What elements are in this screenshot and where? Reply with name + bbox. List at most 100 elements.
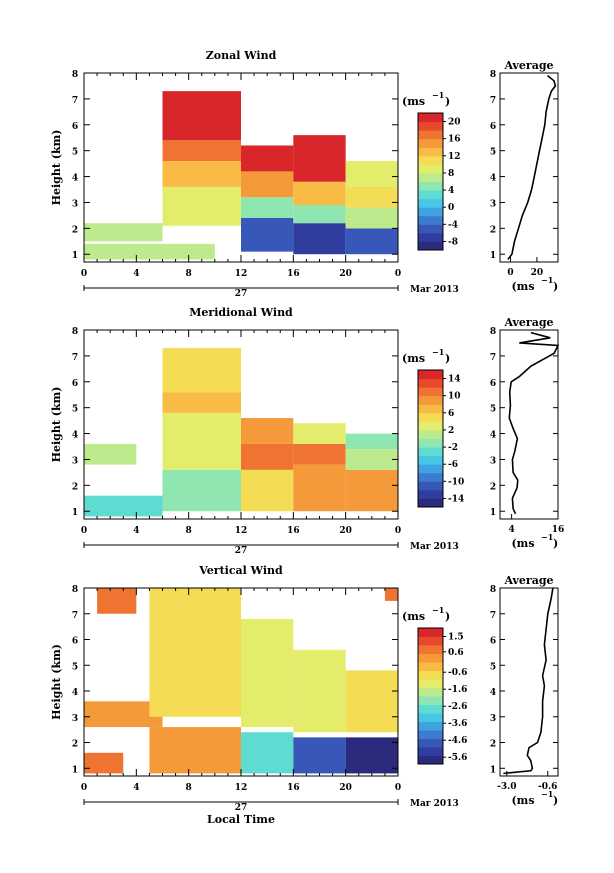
colorbar-tick-label: -4 <box>448 220 458 230</box>
colorbar-frame <box>417 369 444 508</box>
colorbar-swatch <box>418 421 443 431</box>
average-x-tick-label: 0 <box>507 268 513 278</box>
average-y-tick-label: 8 <box>490 327 496 337</box>
heatmap-cell <box>241 197 294 218</box>
y-tick-label: 5 <box>72 148 78 158</box>
x-tick-label: 20 <box>339 783 352 793</box>
heatmap-cell <box>162 412 241 470</box>
colorbar-swatch <box>418 387 443 397</box>
x-tick-label: 0 <box>81 783 87 793</box>
heatmap-cell <box>241 145 294 172</box>
y-tick-label: 3 <box>72 714 78 724</box>
y-tick-label: 6 <box>72 122 78 132</box>
colorbar-tick-label: 6 <box>448 409 454 419</box>
average-y-tick-label: 5 <box>490 405 496 415</box>
colorbar-swatch <box>418 498 443 508</box>
average-y-tick-label: 4 <box>490 174 496 184</box>
heatmap-cell <box>293 205 346 224</box>
heatmap-cell <box>293 423 346 444</box>
colorbar-swatch <box>418 224 443 234</box>
heatmap-cell <box>293 464 346 512</box>
heatmap-cell <box>84 223 163 242</box>
x-tick-label: 12 <box>235 783 248 793</box>
colorbar-tick-label: 10 <box>448 392 461 402</box>
colorbar-tick-label: -0.6 <box>448 668 467 678</box>
colorbar-swatch <box>418 704 443 714</box>
colorbar-swatch <box>418 738 443 748</box>
y-tick-label: 4 <box>72 431 78 441</box>
colorbar-tick-label: 8 <box>448 169 454 179</box>
heatmap-cell <box>241 443 294 470</box>
average-profile: Average 1 2 3 4 5 6 7 8 -3.0 -0.6 (ms −1) <box>490 574 559 807</box>
heatmap-field <box>84 91 398 260</box>
heatmap-cell <box>162 392 241 413</box>
average-units-exponent: −1 <box>541 275 553 285</box>
average-y-tick-label: 4 <box>490 688 496 698</box>
colorbar-units-paren: ) <box>445 95 450 108</box>
colorbar-swatch <box>418 687 443 697</box>
colorbar-units: (ms <box>402 610 425 623</box>
heatmap-cell <box>345 449 398 470</box>
heatmap-cell <box>241 732 294 774</box>
colorbar-swatch <box>418 181 443 191</box>
heatmap-cell <box>84 752 124 774</box>
x-tick-label: 20 <box>339 269 352 279</box>
heatmap-cell <box>241 418 294 444</box>
date-month-label: Mar 2013 <box>410 799 459 809</box>
x-tick-label: 0 <box>395 269 401 279</box>
average-x-tick-label: -0.6 <box>538 782 557 792</box>
x-tick-label: 4 <box>133 783 139 793</box>
heatmap-cell <box>162 91 241 141</box>
average-y-tick-label: 2 <box>490 225 496 235</box>
y-tick-label: 6 <box>72 637 78 647</box>
average-y-tick-label: 7 <box>490 353 496 363</box>
colorbar-swatch <box>418 662 443 671</box>
y-tick-label: 5 <box>72 662 78 672</box>
panel-title: Vertical Wind <box>198 564 283 577</box>
colorbar-tick-label: -5.6 <box>448 753 467 763</box>
colorbar-tick-label: 20 <box>448 118 461 128</box>
average-y-tick-label: 6 <box>490 122 496 132</box>
average-units-exponent: −1 <box>541 532 553 542</box>
heatmap-cell <box>241 171 294 198</box>
heatmap-cell <box>241 618 294 728</box>
colorbar-swatch <box>418 653 443 663</box>
colorbar-swatch <box>418 429 443 439</box>
y-tick-label: 1 <box>72 251 78 261</box>
heatmap-cell <box>293 737 346 774</box>
average-frame <box>499 72 559 263</box>
colorbar-tick-label: -14 <box>448 494 464 504</box>
x-tick-label: 16 <box>287 269 300 279</box>
heatmap-cell <box>345 161 398 187</box>
average-frame <box>499 329 559 520</box>
heatmap-cell <box>293 443 346 465</box>
heatmap-cell <box>293 649 346 733</box>
y-tick-label: 2 <box>72 225 78 235</box>
heatmap-cell <box>162 348 241 393</box>
x-tick-label: 16 <box>287 783 300 793</box>
colorbar-tick-label: 2 <box>448 426 454 436</box>
y-tick-label: 4 <box>72 688 78 698</box>
y-tick-label: 1 <box>72 508 78 518</box>
colorbar-swatch <box>418 670 443 680</box>
average-units: (ms <box>511 537 534 550</box>
colorbar-swatch <box>418 412 443 422</box>
heatmap-cell <box>345 186 398 208</box>
colorbar-units-exponent: −1 <box>432 605 444 615</box>
colorbar-tick-label: -4.6 <box>448 736 467 746</box>
colorbar-units: (ms <box>402 95 425 108</box>
heatmap-field <box>84 588 398 774</box>
colorbar-swatch <box>418 198 443 208</box>
y-tick-label: 8 <box>72 327 78 337</box>
average-profile: Average 1 2 3 4 5 6 7 8 4 16 (ms −1) <box>490 316 564 550</box>
average-units: (ms <box>511 794 534 807</box>
y-tick-label: 8 <box>72 70 78 80</box>
colorbar-swatch <box>418 730 443 739</box>
average-units-paren: ) <box>553 280 558 293</box>
colorbar: 1.5 0.6 -0.6 -1.6 -2.6 -3.6 -4.6 -5.6 <box>417 627 467 765</box>
colorbar-swatch <box>418 464 443 474</box>
average-frame <box>499 587 559 777</box>
x-tick-label: 0 <box>395 526 401 536</box>
y-tick-label: 7 <box>72 611 78 621</box>
